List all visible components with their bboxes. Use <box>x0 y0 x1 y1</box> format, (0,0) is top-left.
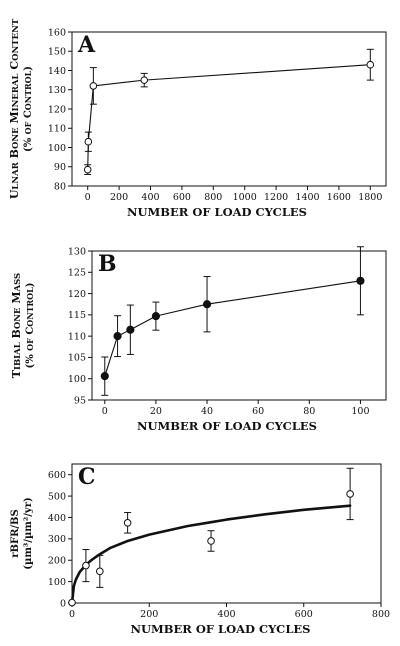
x-tick-label: 800 <box>204 192 222 203</box>
series-line-segment <box>130 315 157 331</box>
data-point <box>356 276 365 285</box>
data-point <box>96 567 104 576</box>
y-axis-label-line1: rBFR/BS <box>10 509 21 557</box>
fit-curve <box>71 504 352 601</box>
data-point <box>126 325 135 334</box>
x-tick-label: 1200 <box>264 192 288 203</box>
x-tick-label: 60 <box>252 406 264 417</box>
y-tick-label: 0 <box>60 598 66 609</box>
y-tick-label: 115 <box>68 310 86 321</box>
panel-label: A <box>77 32 96 58</box>
y-tick-label: 100 <box>48 577 66 588</box>
y-tick-label: 105 <box>68 353 86 364</box>
series-line-segment <box>155 303 208 317</box>
y-tick-label: 95 <box>74 395 86 406</box>
panel-c: C 0 100 200 300 400 500 600 0 200 400 600 800 NUMBER … <box>10 463 390 636</box>
series-line-segment <box>93 79 145 87</box>
y-axis-label-line1: ULNAR BONE MINERAL CONTENT <box>8 18 21 199</box>
y-tick-label: 110 <box>48 124 66 135</box>
x-tick-label: 800 <box>372 609 390 620</box>
x-tick-label: 1600 <box>327 192 351 203</box>
x-tick-label: 1800 <box>358 192 382 203</box>
y-tick-label: 500 <box>48 491 66 502</box>
data-point <box>366 60 375 69</box>
x-tick-label: 0 <box>69 609 75 620</box>
panel-label: B <box>98 251 117 277</box>
x-tick-label: 600 <box>295 609 313 620</box>
y-tick-label: 600 <box>48 470 66 481</box>
y-tick-label: 100 <box>68 374 86 385</box>
data-point <box>207 537 215 545</box>
x-axis-label: NUMBER OF LOAD CYCLES <box>127 205 307 219</box>
data-point <box>84 137 93 146</box>
panel-b: B 95 100 105 110 115 120 125 130 0 20 40 60 80 100 NUMB… <box>10 246 387 433</box>
data-point <box>68 598 76 607</box>
y-axis-label-line1: TIBIAL BONE MASS <box>10 273 23 378</box>
series-line-segment <box>206 280 361 305</box>
series-line-segment <box>87 85 94 142</box>
x-tick-label: 600 <box>173 192 191 203</box>
x-tick-label: 400 <box>141 192 159 203</box>
data-point <box>89 82 98 90</box>
x-tick-label: 400 <box>217 609 235 620</box>
y-axis-label-line2: (% OF CONTROL) <box>25 282 36 368</box>
data-point <box>100 372 109 381</box>
plot-frame <box>91 250 387 401</box>
series-line-segment <box>144 64 371 81</box>
y-tick-label: 300 <box>48 534 66 545</box>
plot-frame <box>71 463 382 604</box>
data-point <box>140 76 149 84</box>
data-point <box>82 561 90 570</box>
y-tick-label: 120 <box>48 104 66 115</box>
y-tick-label: 130 <box>68 246 86 257</box>
y-tick-label: 140 <box>48 66 66 77</box>
y-tick-label: 130 <box>48 85 66 96</box>
data-point <box>151 312 161 321</box>
x-tick-label: 200 <box>140 609 158 620</box>
x-tick-label: 0 <box>85 192 91 203</box>
x-tick-label: 100 <box>351 406 369 417</box>
x-tick-label: 1400 <box>295 192 319 203</box>
data-point <box>83 165 92 174</box>
y-axis-label-line2: (µm³/µm²/yr) <box>23 497 34 569</box>
y-tick-label: 150 <box>48 47 66 58</box>
data-point <box>346 490 354 498</box>
y-tick-label: 400 <box>48 513 66 524</box>
x-tick-label: 80 <box>303 406 315 417</box>
x-axis-label: NUMBER OF LOAD CYCLES <box>137 419 317 433</box>
plot-frame <box>71 31 387 187</box>
data-point <box>113 332 122 341</box>
y-tick-label: 200 <box>48 556 66 567</box>
y-tick-label: 125 <box>68 268 86 279</box>
y-tick-label: 160 <box>48 27 66 38</box>
y-tick-label: 120 <box>68 289 86 300</box>
y-tick-label: 90 <box>54 162 66 173</box>
x-axis-label: NUMBER OF LOAD CYCLES <box>131 622 311 636</box>
panel-label: C <box>78 464 96 490</box>
y-tick-label: 80 <box>54 181 66 192</box>
x-tick-label: 0 <box>102 406 108 417</box>
y-tick-label: 110 <box>68 331 86 342</box>
x-tick-label: 200 <box>110 192 128 203</box>
x-tick-label: 40 <box>201 406 213 417</box>
data-point <box>202 300 212 309</box>
x-tick-label: 20 <box>150 406 162 417</box>
y-tick-label: 100 <box>48 143 66 154</box>
y-axis-label-line2: (% OF CONTROL) <box>23 66 34 152</box>
series-line-segment <box>104 335 119 377</box>
x-tick-label: 1000 <box>233 192 257 203</box>
data-point <box>123 519 132 527</box>
